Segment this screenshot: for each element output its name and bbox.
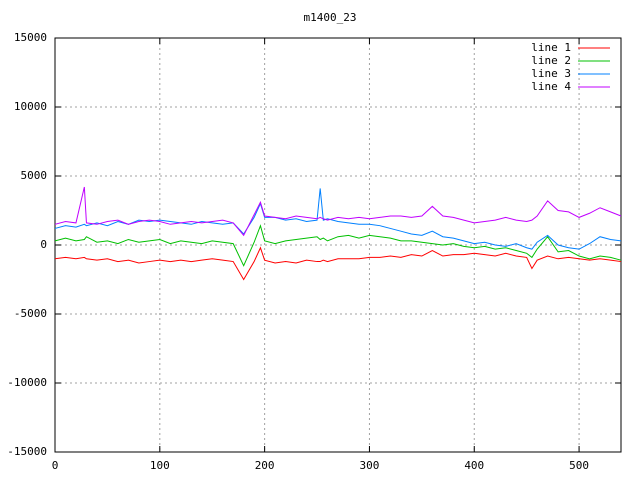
x-tick-label: 200	[255, 459, 275, 472]
legend-label: line 1	[531, 41, 571, 54]
y-tick-label: -10000	[7, 376, 47, 389]
x-tick-label: 500	[569, 459, 589, 472]
y-tick-label: 0	[40, 238, 47, 251]
y-tick-label: 10000	[14, 100, 47, 113]
y-tick-label: 5000	[21, 169, 48, 182]
data-line	[54, 186, 622, 237]
x-tick-label: 300	[360, 459, 380, 472]
y-tick-label: -5000	[14, 307, 47, 320]
legend-label: line 3	[531, 67, 571, 80]
legend-label: line 4	[531, 80, 571, 93]
x-tick-label: 100	[150, 459, 170, 472]
y-tick-label: -15000	[7, 445, 47, 458]
data-line	[54, 246, 622, 281]
y-tick-label: 15000	[14, 31, 47, 44]
data-line	[54, 188, 622, 250]
x-tick-label: 400	[464, 459, 484, 472]
chart-title: m1400_23	[304, 11, 357, 24]
plot-frame	[54, 37, 622, 453]
data-line	[54, 224, 622, 267]
legend-label: line 2	[531, 54, 571, 67]
x-tick-label: 0	[52, 459, 59, 472]
